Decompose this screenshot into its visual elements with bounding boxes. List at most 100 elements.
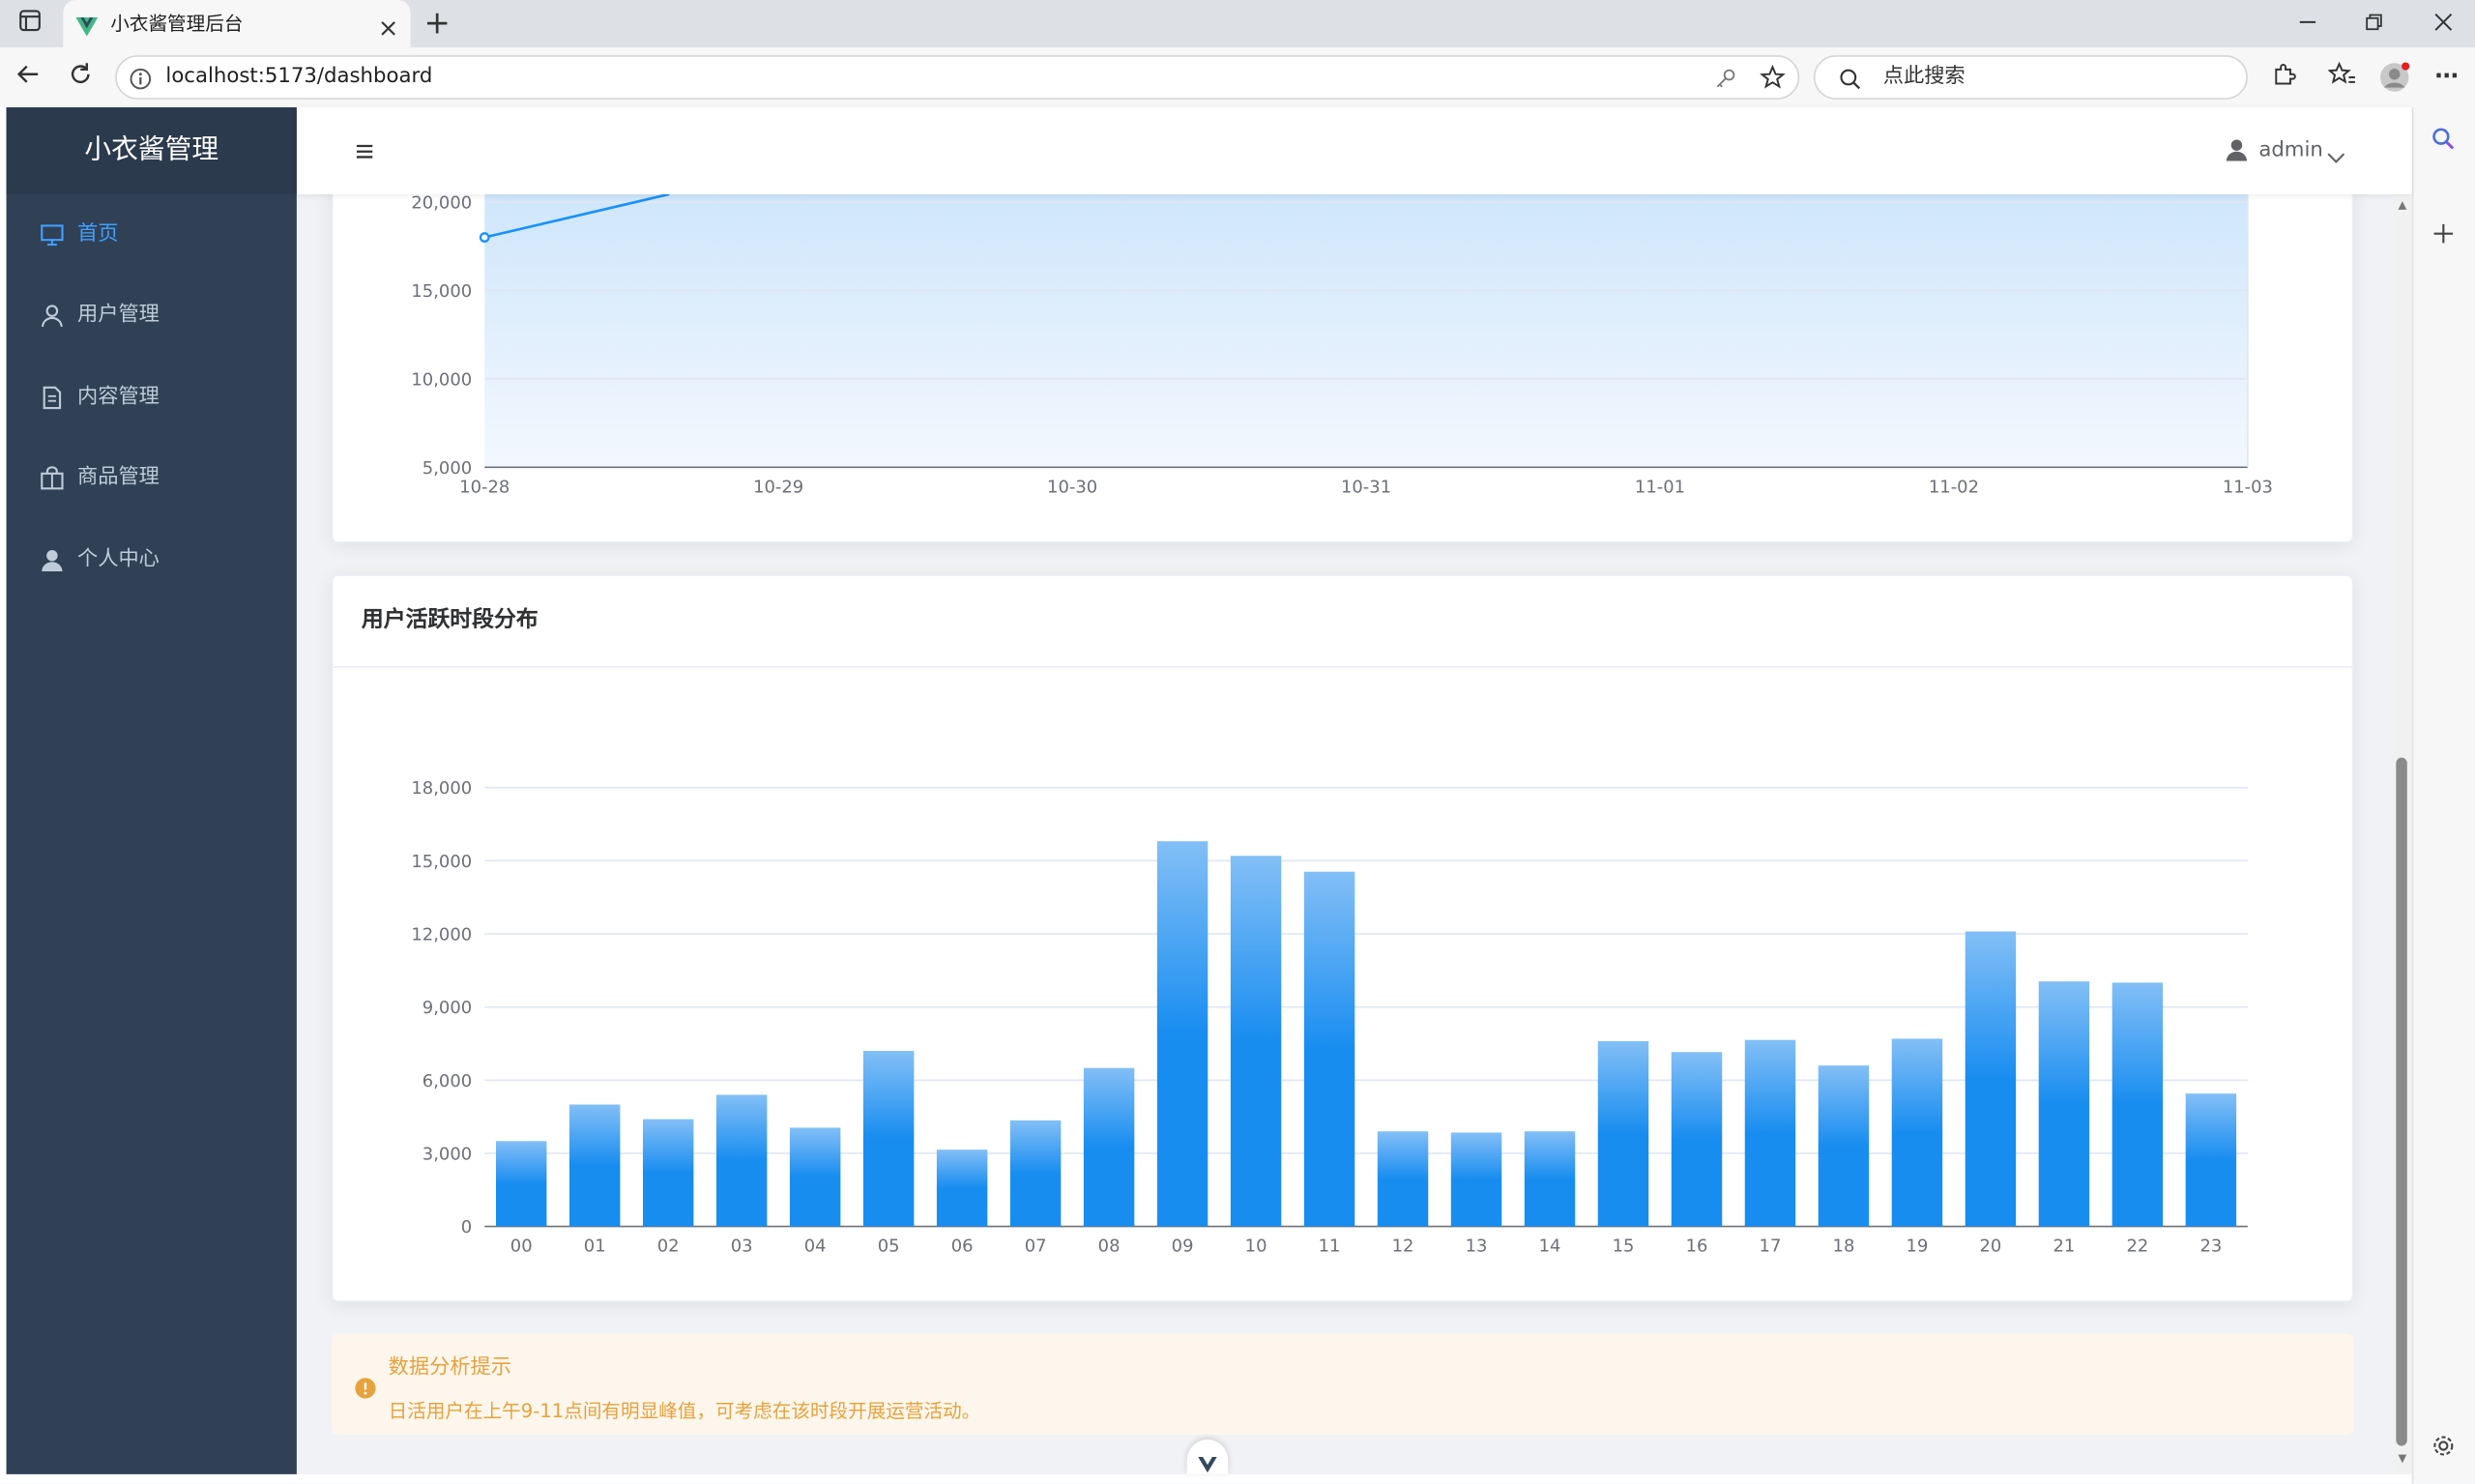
bar: [936, 1149, 988, 1227]
profile-avatar-icon[interactable]: [2378, 62, 2410, 94]
sidebar-item-goods[interactable]: 商品管理: [7, 439, 297, 518]
x-tick-label: 07: [1025, 1237, 1047, 1257]
goods-icon: [40, 466, 65, 491]
browser-search-box[interactable]: 点此搜索: [1813, 55, 2248, 100]
bar: [1230, 856, 1282, 1227]
x-tick-label: 13: [1466, 1237, 1488, 1257]
x-tick-label: 11-01: [1635, 477, 1685, 497]
x-tick-label: 11-02: [1929, 477, 1979, 497]
trend-line: [483, 193, 670, 239]
minimize-icon[interactable]: [2290, 8, 2325, 40]
url-text[interactable]: localhost:5173/dashboard: [165, 64, 433, 89]
x-tick-label: 18: [1833, 1237, 1855, 1257]
x-tick-label: 09: [1172, 1237, 1194, 1257]
alert-message: 日活用户在上午9-11点间有明显峰值，可考虑在该时段开展运营活动。: [388, 1400, 981, 1423]
bar: [1083, 1067, 1135, 1227]
monitor-icon: [40, 222, 65, 247]
y-tick-label: 9,000: [422, 998, 472, 1018]
data-analysis-alert: 数据分析提示 日活用户在上午9-11点间有明显峰值，可考虑在该时段开展运营活动。: [331, 1333, 2354, 1436]
bar: [862, 1051, 915, 1227]
x-tick-label: 11: [1319, 1237, 1341, 1257]
favorite-star-icon[interactable]: [1760, 64, 1786, 90]
scrollbar-thumb[interactable]: [2396, 757, 2407, 1446]
sidebar-item-users[interactable]: 用户管理: [7, 276, 297, 356]
user-avatar-icon: [2224, 137, 2249, 162]
bar: [789, 1127, 841, 1227]
new-tab-icon[interactable]: +: [423, 3, 451, 42]
warning-icon: [355, 1375, 376, 1399]
add-sidebar-app-icon[interactable]: [2432, 221, 2455, 244]
sidebar-item-content[interactable]: 内容管理: [7, 359, 297, 438]
app-header: admin: [296, 107, 2412, 194]
back-icon[interactable]: [11, 62, 45, 94]
app-logo: 小衣酱管理: [6, 107, 297, 194]
reload-icon[interactable]: [63, 62, 98, 94]
card-divider: [333, 665, 2355, 668]
y-tick-label: 15,000: [411, 852, 472, 872]
bar: [1377, 1131, 1429, 1227]
bar: [2185, 1093, 2237, 1227]
devtools-toggle[interactable]: [1186, 1439, 1229, 1474]
bar: [1965, 931, 2017, 1227]
bar: [1671, 1052, 1723, 1227]
close-window-icon[interactable]: [2426, 8, 2460, 40]
scroll-down-arrow-icon[interactable]: ▼: [2398, 1452, 2407, 1466]
x-tick-label: 12: [1392, 1237, 1414, 1257]
bar: [1009, 1120, 1062, 1227]
x-tick-label: 15: [1613, 1237, 1635, 1257]
x-tick-label: 11-03: [2223, 477, 2273, 497]
sidebar-item-home[interactable]: 首页: [7, 195, 297, 275]
user-dropdown[interactable]: admin: [2224, 107, 2366, 194]
address-bar[interactable]: localhost:5173/dashboard: [115, 55, 1800, 100]
x-tick-label: 20: [1980, 1237, 2002, 1257]
x-tick-label: 16: [1686, 1237, 1708, 1257]
restore-icon[interactable]: [2357, 8, 2392, 40]
browser-side-rail: [2411, 107, 2475, 1484]
bar: [715, 1094, 768, 1227]
extensions-icon[interactable]: [2266, 62, 2301, 94]
document-icon: [40, 385, 65, 410]
sidebar-item-label: 用户管理: [76, 303, 160, 327]
y-tick-label: 20,000: [411, 194, 472, 214]
favorites-icon[interactable]: [2325, 61, 2360, 94]
browser-tab[interactable]: 小衣酱管理后台: [63, 0, 411, 47]
sidebar-item-label: 商品管理: [76, 465, 160, 490]
x-tick-label: 02: [657, 1237, 680, 1257]
browser-tab-bar: [0, 0, 2475, 47]
bar: [1744, 1039, 1796, 1227]
scroll-up-arrow-icon[interactable]: ▲: [2398, 198, 2407, 212]
key-icon[interactable]: [1714, 67, 1736, 89]
bar: [2038, 981, 2090, 1227]
bar: [642, 1119, 694, 1227]
x-tick-label: 10-31: [1341, 477, 1391, 497]
bar: [1303, 871, 1355, 1227]
x-tick-label: 05: [878, 1237, 900, 1257]
edge-search-icon[interactable]: [2431, 127, 2456, 152]
bar: [1818, 1065, 1870, 1227]
x-tick-label: 14: [1539, 1237, 1561, 1257]
menu-toggle-icon[interactable]: [354, 139, 376, 161]
sidebar-item-profile[interactable]: 个人中心: [7, 521, 297, 600]
sidebar-settings-icon[interactable]: [2431, 1433, 2456, 1458]
alert-title: 数据分析提示: [388, 1355, 512, 1380]
y-tick-label: 0: [461, 1217, 472, 1237]
x-tick-label: 06: [951, 1237, 974, 1257]
bar: [2111, 982, 2164, 1227]
y-tick-label: 15,000: [411, 281, 472, 302]
site-info-icon[interactable]: [130, 67, 152, 90]
sidebar-item-label: 首页: [76, 222, 119, 247]
x-tick-label: 19: [1907, 1237, 1929, 1257]
avatar-icon: [40, 548, 65, 573]
x-tick-label: 17: [1760, 1237, 1782, 1257]
bar: [1891, 1038, 1943, 1227]
user-name: admin: [2258, 138, 2323, 163]
x-tick-label: 08: [1098, 1237, 1121, 1257]
x-tick-label: 03: [731, 1237, 753, 1257]
tab-actions-icon[interactable]: [13, 8, 47, 40]
more-options-icon[interactable]: ⋯: [2434, 61, 2459, 91]
close-tab-icon[interactable]: [379, 15, 398, 36]
bar: [1597, 1040, 1649, 1227]
x-tick-label: 04: [804, 1237, 827, 1257]
x-tick-label: 10-28: [459, 477, 510, 497]
